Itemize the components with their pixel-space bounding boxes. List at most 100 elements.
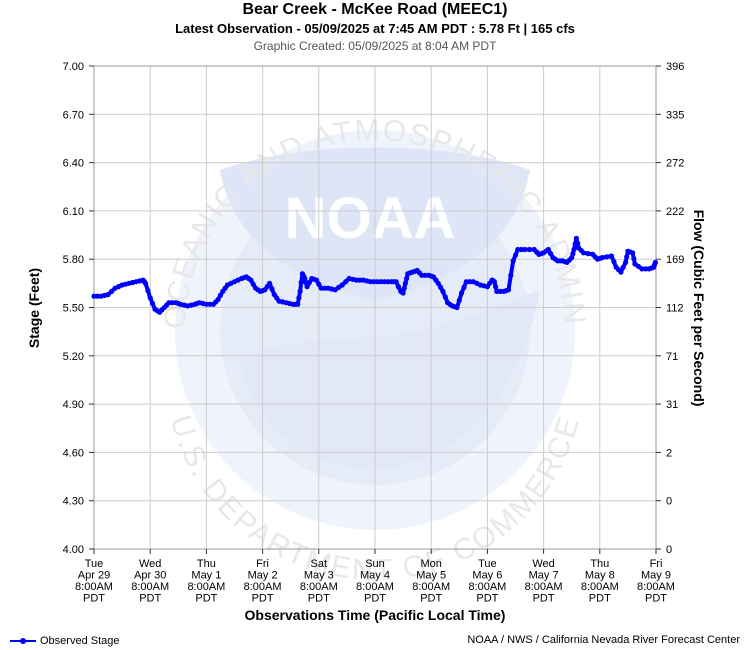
- chart-subtitle: Latest Observation - 05/09/2025 at 7:45 …: [175, 21, 575, 36]
- data-point-interp: [401, 285, 407, 291]
- x-tick-label: PDT: [420, 593, 442, 605]
- data-point-interp: [526, 246, 533, 253]
- x-tick-label: Sat: [311, 558, 328, 570]
- data-point: [440, 288, 446, 294]
- y2-tick-label: 335: [666, 109, 684, 121]
- data-point: [522, 246, 528, 253]
- x-tick-label: May 9: [641, 570, 671, 582]
- data-point: [623, 259, 629, 265]
- y-tick-label: 5.50: [63, 303, 84, 315]
- data-point: [571, 246, 577, 253]
- x-tick-label: PDT: [139, 593, 161, 605]
- data-point-interp: [269, 286, 275, 292]
- x-tick-label: PDT: [589, 593, 611, 605]
- y-tick-label: 4.30: [63, 496, 84, 508]
- data-point: [599, 255, 605, 261]
- data-point: [142, 280, 149, 286]
- data-point: [573, 235, 580, 241]
- x-tick-label: PDT: [252, 593, 274, 605]
- data-point: [302, 275, 308, 282]
- data-point-interp: [611, 259, 617, 265]
- x-tick-label: 8:00AM: [131, 581, 169, 593]
- data-point-interp: [493, 284, 499, 290]
- y-tick-label: 5.20: [63, 351, 84, 363]
- data-point: [580, 250, 587, 256]
- x-tick-label: May 4: [360, 570, 390, 582]
- data-point: [652, 259, 659, 265]
- series-observed-stage: [91, 235, 659, 315]
- x-tick-label: Wed: [532, 558, 554, 570]
- data-point-interp: [149, 300, 156, 307]
- x-tick-label: May 2: [248, 570, 278, 582]
- data-point: [515, 246, 521, 253]
- x-tick-label: PDT: [195, 593, 217, 605]
- data-point: [459, 290, 465, 296]
- graphic-created-text: Graphic Created: 05/09/2025 at 8:04 AM P…: [253, 39, 497, 53]
- data-point-interp: [296, 295, 302, 301]
- x-tick-label: Sun: [365, 558, 385, 570]
- x-tick-label: PDT: [308, 593, 330, 605]
- y-tick-label: 6.40: [63, 158, 84, 170]
- data-point: [545, 246, 551, 253]
- data-point-interp: [316, 281, 322, 287]
- x-tick-label: Mon: [420, 558, 441, 570]
- data-point-interp: [250, 281, 256, 287]
- x-axis-label: Observations Time (Pacific Local Time): [245, 607, 506, 623]
- y-tick-label: 4.60: [63, 447, 84, 459]
- data-point: [510, 258, 516, 264]
- y2-tick-label: 71: [666, 351, 678, 363]
- data-point: [491, 279, 497, 285]
- y2-tick-label: 272: [666, 158, 684, 170]
- data-point: [248, 277, 254, 283]
- y-tick-label: 6.10: [63, 206, 84, 218]
- y-tick-label: 6.70: [63, 109, 84, 121]
- x-tick-label: Wed: [139, 558, 161, 570]
- data-point: [402, 280, 408, 286]
- data-point-interp: [456, 297, 462, 303]
- data-point: [339, 282, 345, 288]
- x-tick-label: Tue: [478, 558, 497, 570]
- x-tick-label: 8:00AM: [75, 581, 113, 593]
- data-point-interp: [631, 255, 637, 261]
- data-point: [297, 288, 303, 294]
- y-tick-label: 4.90: [63, 399, 84, 411]
- x-tick-label: 8:00AM: [244, 581, 282, 593]
- data-point: [374, 279, 380, 285]
- x-tick-label: May 1: [191, 570, 221, 582]
- x-tick-label: PDT: [476, 593, 498, 605]
- y2-tick-label: 0: [666, 496, 672, 508]
- chart-legend: Observed Stage: [10, 635, 120, 647]
- data-point-interp: [169, 300, 175, 306]
- x-tick-label: 8:00AM: [187, 581, 225, 593]
- x-tick-label: PDT: [83, 593, 105, 605]
- data-point-interp: [624, 254, 630, 260]
- data-point: [630, 250, 636, 256]
- data-point-interp: [298, 279, 304, 286]
- data-point-interp: [508, 272, 514, 278]
- data-point: [313, 277, 320, 283]
- x-tick-label: 8:00AM: [300, 581, 338, 593]
- y2-tick-label: 222: [666, 206, 684, 218]
- data-point: [569, 255, 575, 261]
- x-tick-label: 8:00AM: [581, 581, 619, 593]
- x-tick-label: Fri: [650, 558, 663, 570]
- data-point-interp: [422, 272, 428, 278]
- x-tick-label: 8:00AM: [637, 581, 675, 593]
- credit-text: NOAA / NWS / California Nevada River For…: [467, 634, 740, 646]
- data-point: [639, 266, 645, 272]
- data-point-interp: [217, 292, 223, 298]
- y-axis-label: Stage (Feet): [26, 268, 42, 348]
- data-point-interp: [343, 279, 349, 285]
- data-point-interp: [512, 252, 519, 258]
- data-point: [147, 295, 153, 301]
- data-point-interp: [570, 251, 576, 257]
- y2-axis-ticks: 0 0 2 31 71 112 169 222 272 335 396: [656, 61, 684, 556]
- data-point-interp: [306, 279, 312, 286]
- data-point: [318, 285, 324, 291]
- y2-tick-label: 112: [666, 303, 684, 315]
- x-tick-label: Tue: [85, 558, 104, 570]
- data-point-interp: [438, 284, 444, 290]
- x-tick-label: May 8: [585, 570, 615, 582]
- y2-tick-label: 396: [666, 61, 684, 73]
